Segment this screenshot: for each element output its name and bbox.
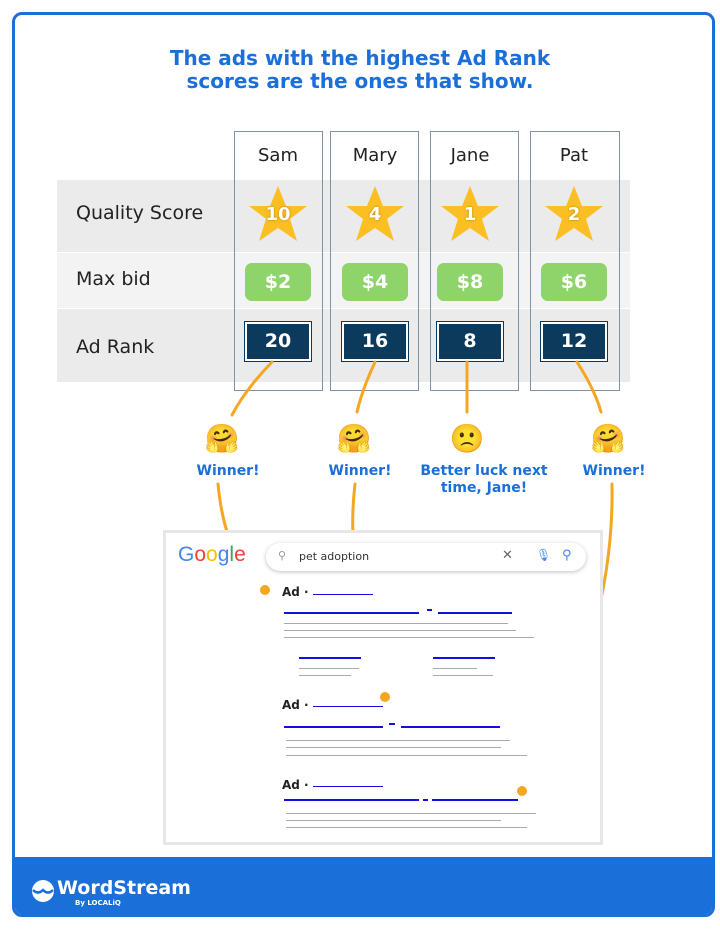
clear-icon[interactable]: ✕ — [502, 548, 513, 563]
advertiser-name: Mary — [352, 145, 398, 166]
quality-score-star: 2 — [543, 184, 605, 244]
footer: WordStream By LOCALiQ — [15, 857, 712, 914]
max-bid-badge: $2 — [245, 263, 311, 301]
google-logo: Google — [178, 543, 246, 566]
search-query: pet adoption — [299, 550, 370, 563]
quality-score-star: 10 — [247, 184, 309, 244]
column-jane — [430, 131, 519, 391]
column-sam — [234, 131, 323, 391]
brand-byline: By LOCALiQ — [75, 899, 121, 907]
max-bid-badge: $6 — [541, 263, 607, 301]
ad-rank-box: 16 — [341, 321, 409, 362]
max-bid-badge: $8 — [437, 263, 503, 301]
star-icon — [441, 186, 499, 241]
result-label: Winner! — [196, 463, 260, 479]
advertiser-name: Jane — [450, 145, 490, 166]
column-mary — [330, 131, 419, 391]
wordstream-logo-icon — [32, 880, 54, 902]
star-icon — [545, 186, 603, 241]
sad-face-icon: 🙁 — [449, 422, 485, 455]
microphone-icon[interactable]: 🎙 — [536, 548, 552, 562]
row-label-ad-rank: Ad Rank — [76, 336, 155, 358]
ad-label-2: Ad · — [282, 698, 309, 712]
row-label-max-bid: Max bid — [76, 268, 151, 290]
ad-rank-box: 12 — [540, 321, 608, 362]
column-pat — [530, 131, 620, 391]
search-bar[interactable]: ⚲ pet adoption ✕ 🎙 ⚲ — [266, 543, 586, 571]
brand-name: WordStream — [57, 877, 191, 899]
quality-score-star: 1 — [439, 184, 501, 244]
quality-score-value: 10 — [265, 204, 291, 225]
ad-rank-box: 8 — [436, 321, 504, 362]
quality-score-value: 2 — [567, 204, 581, 225]
ad-label-3: Ad · — [282, 778, 309, 792]
title-line-2: scores are the ones that show. — [186, 69, 534, 93]
quality-score-value: 4 — [368, 204, 382, 225]
hugging-face-icon: 🤗 — [204, 422, 240, 455]
search-icon: ⚲ — [278, 549, 287, 562]
ad-rank-box: 20 — [244, 321, 312, 362]
row-band-quality — [57, 180, 630, 252]
google-results-mockup: Google ⚲ pet adoption ✕ 🎙 ⚲ Ad · Ad · Ad… — [163, 530, 603, 845]
hugging-face-icon: 🤗 — [336, 422, 372, 455]
result-label: Better luck next time, Jane! — [420, 463, 548, 496]
result-label: Winner! — [582, 463, 646, 479]
max-bid-badge: $4 — [342, 263, 408, 301]
quality-score-value: 1 — [463, 204, 477, 225]
connector-sam-top — [230, 360, 274, 417]
hugging-face-icon: 🤗 — [590, 422, 626, 455]
connector-mary-top — [355, 360, 377, 414]
star-icon — [346, 186, 404, 241]
page-title: The ads with the highest Ad Rank scores … — [0, 47, 720, 93]
row-label-quality-score: Quality Score — [76, 202, 204, 224]
advertiser-name: Sam — [258, 145, 298, 166]
quality-score-star: 4 — [344, 184, 406, 244]
result-label: Winner! — [328, 463, 392, 479]
star-icon — [249, 186, 307, 241]
ad-label-1: Ad · — [282, 585, 309, 599]
search-button-icon[interactable]: ⚲ — [562, 548, 572, 563]
title-line-1: The ads with the highest Ad Rank — [169, 46, 551, 70]
advertiser-name: Pat — [559, 145, 589, 166]
connector-pat-top — [575, 360, 603, 414]
